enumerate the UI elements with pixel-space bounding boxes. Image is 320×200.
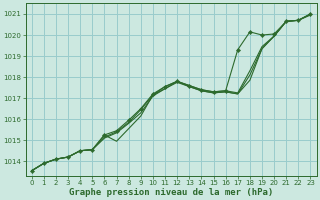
X-axis label: Graphe pression niveau de la mer (hPa): Graphe pression niveau de la mer (hPa)	[69, 188, 273, 197]
